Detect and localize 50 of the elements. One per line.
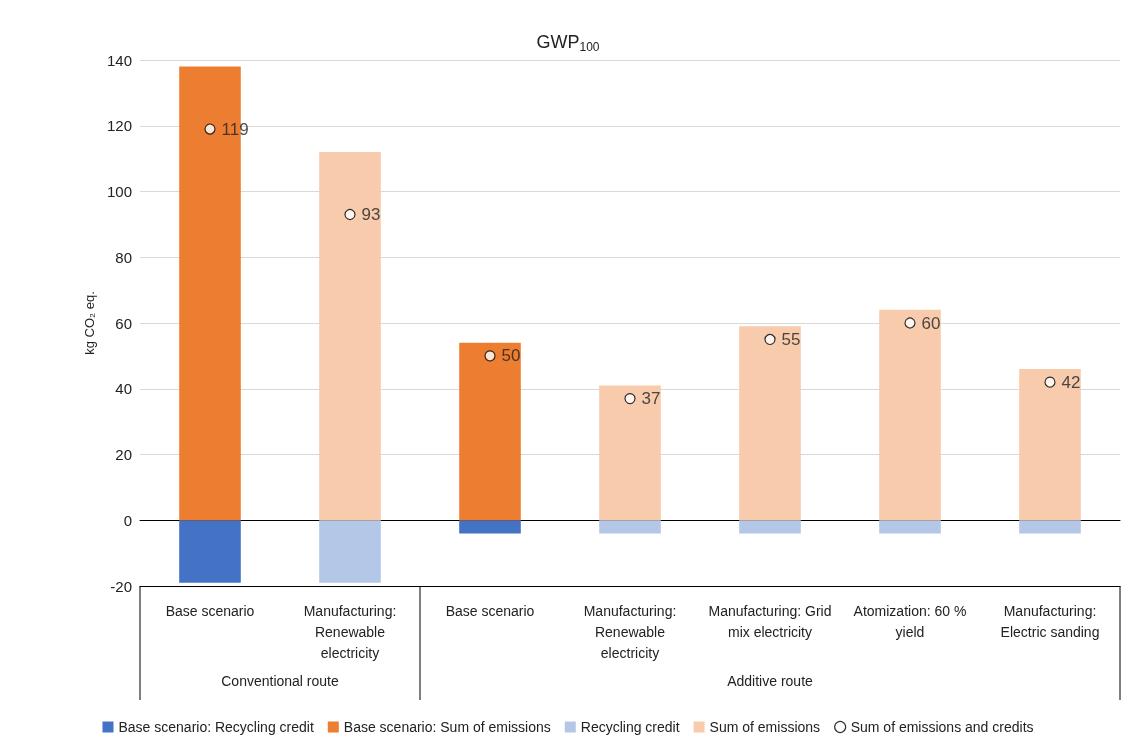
- y-tick-label: 80: [115, 248, 132, 266]
- y-tick-label: 140: [106, 51, 132, 69]
- point: [344, 208, 356, 221]
- bar: [1019, 369, 1081, 521]
- point: [764, 333, 776, 346]
- bar: [739, 326, 801, 521]
- bar: [179, 520, 241, 583]
- point: [484, 350, 496, 362]
- point: [904, 317, 916, 329]
- legend-label: Base scenario: Sum of emissions: [343, 719, 551, 735]
- data-label: 60: [921, 313, 941, 333]
- bar: [599, 520, 661, 534]
- bar: [879, 309, 941, 521]
- point: [1044, 376, 1056, 388]
- bar: [739, 520, 801, 534]
- point: [204, 123, 216, 135]
- x-tick-label: Manufacturing: Renewable electricity: [583, 602, 677, 661]
- legend-label: Sum of emissions and credits: [850, 719, 1034, 735]
- x-tick-label: Atomization: 60 % yield: [853, 602, 967, 640]
- y-tick-label: 20: [115, 446, 132, 463]
- data-label: 93: [361, 205, 381, 225]
- y-tick-label: 40: [115, 380, 132, 398]
- legend-label: Sum of emissions: [709, 719, 821, 735]
- y-axis-title: kg CO₂ eq.: [82, 291, 97, 355]
- x-tick-label: Base scenario: [445, 602, 535, 619]
- legend-label: Recycling credit: [580, 719, 680, 735]
- x-tick-label: Manufacturing: Grid mix electricity: [708, 602, 832, 640]
- y-tick-label: 0: [123, 511, 132, 529]
- y-tick-label: 100: [106, 183, 132, 200]
- x-tick-label: Manufacturing: Electric sanding: [1000, 602, 1100, 640]
- y-tick-label: 60: [115, 314, 132, 332]
- data-label: 55: [781, 329, 801, 349]
- bar: [319, 520, 381, 583]
- x-tick-label: Manufacturing: Renewable electricity: [303, 602, 397, 661]
- bar: [459, 342, 521, 521]
- y-tick-label: 120: [106, 117, 132, 135]
- bar: [879, 520, 941, 534]
- text: Additive route: [727, 673, 814, 689]
- bar: [1019, 520, 1081, 534]
- data-label: 50: [501, 346, 521, 366]
- data-label: 42: [1061, 372, 1081, 392]
- y-tick-label: -20: [110, 577, 132, 595]
- bar: [319, 152, 381, 521]
- bar: [459, 520, 521, 534]
- point: [624, 393, 636, 405]
- legend-label: Base scenario: Recycling credit: [118, 719, 314, 735]
- text: Conventional route: [221, 673, 339, 689]
- bar: [599, 385, 661, 521]
- data-label: 37: [641, 389, 661, 409]
- x-tick-label: Base scenario: [165, 602, 255, 619]
